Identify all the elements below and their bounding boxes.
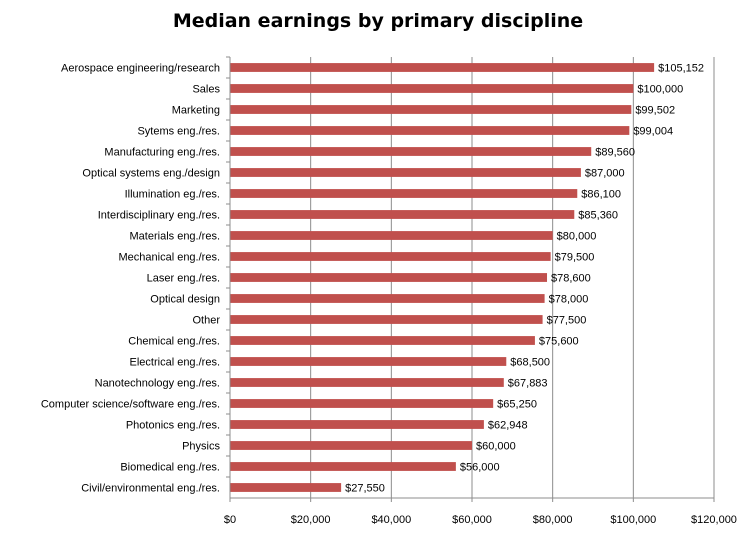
bar	[230, 252, 551, 261]
data-label: $78,600	[551, 273, 591, 285]
category-label: Biomedical eng./res.	[120, 462, 220, 474]
data-label: $75,600	[539, 336, 579, 348]
bar	[230, 357, 507, 366]
bar	[230, 189, 578, 198]
bar	[230, 63, 655, 72]
category-label: Optical systems eng./design	[82, 168, 220, 180]
data-label: $105,152	[658, 63, 704, 75]
data-label: $99,502	[635, 105, 675, 117]
data-label: $100,000	[637, 84, 683, 96]
data-label: $87,000	[585, 168, 625, 180]
category-label: Chemical eng./res.	[128, 336, 220, 348]
bar	[230, 126, 630, 135]
bar	[230, 420, 484, 429]
x-tick-label: $120,000	[691, 514, 737, 526]
category-label: Photonics eng./res.	[126, 420, 220, 432]
category-label: Laser eng./res.	[147, 273, 220, 285]
data-label: $77,500	[547, 315, 587, 327]
bar	[230, 168, 581, 177]
category-label: Physics	[182, 441, 220, 453]
bar	[230, 210, 575, 219]
bar	[230, 378, 504, 387]
category-label: Illumination eg./res.	[125, 189, 220, 201]
category-label: Sytems eng./res.	[137, 126, 220, 138]
data-label: $67,883	[508, 378, 548, 390]
category-label: Other	[192, 315, 220, 327]
data-label: $68,500	[510, 357, 550, 369]
bar	[230, 336, 535, 345]
data-label: $65,250	[497, 399, 537, 411]
category-labels: Aerospace engineering/research Sales Marke…	[41, 63, 221, 495]
bar	[230, 231, 553, 240]
x-tick-label: $60,000	[452, 514, 492, 526]
data-label: $99,004	[633, 126, 673, 138]
x-tick-label: $40,000	[371, 514, 411, 526]
bar	[230, 147, 592, 156]
x-axis-tick-labels: $0 $20,000 $40,000 $60,000 $80,000 $100,000 $1…	[224, 514, 737, 526]
category-label: Interdisciplinary eng./res.	[98, 210, 220, 222]
category-label: Computer science/software eng./res.	[41, 399, 220, 411]
x-tick-label: $100,000	[610, 514, 656, 526]
data-label: $62,948	[488, 420, 528, 432]
category-label: Nanotechnology eng./res.	[95, 378, 220, 390]
data-label: $86,100	[581, 189, 621, 201]
value-labels: $105,152 $100,000 $99,502 $99,004 $89,560 $87…	[345, 63, 704, 495]
category-label: Mechanical eng./res.	[119, 252, 221, 264]
bar	[230, 462, 456, 471]
bar	[230, 441, 472, 450]
category-label: Manufacturing eng./res.	[104, 147, 220, 159]
bar	[230, 315, 543, 324]
category-label: Optical design	[150, 294, 220, 306]
category-label: Sales	[192, 84, 220, 96]
category-label: Aerospace engineering/research	[61, 63, 220, 75]
data-label: $27,550	[345, 483, 385, 495]
x-tick-label: $20,000	[291, 514, 331, 526]
x-tick-label: $0	[224, 514, 236, 526]
bar	[230, 84, 634, 93]
category-label: Civil/environmental eng./res.	[81, 483, 220, 495]
data-label: $85,360	[578, 210, 618, 222]
bar	[230, 483, 342, 492]
bar	[230, 273, 548, 282]
data-label: $79,500	[555, 252, 595, 264]
data-label: $78,000	[549, 294, 589, 306]
bar	[230, 399, 494, 408]
category-label: Materials eng./res.	[130, 231, 220, 243]
x-tick-label: $80,000	[533, 514, 573, 526]
data-label: $56,000	[460, 462, 500, 474]
data-label: $60,000	[476, 441, 516, 453]
bar	[230, 294, 545, 303]
category-label: Electrical eng./res.	[130, 357, 220, 369]
bars	[226, 56, 655, 492]
category-label: Marketing	[172, 105, 220, 117]
chart-title: Median earnings by primary discipline	[172, 10, 584, 32]
data-label: $89,560	[595, 147, 635, 159]
bar	[230, 105, 632, 114]
data-label: $80,000	[557, 231, 597, 243]
